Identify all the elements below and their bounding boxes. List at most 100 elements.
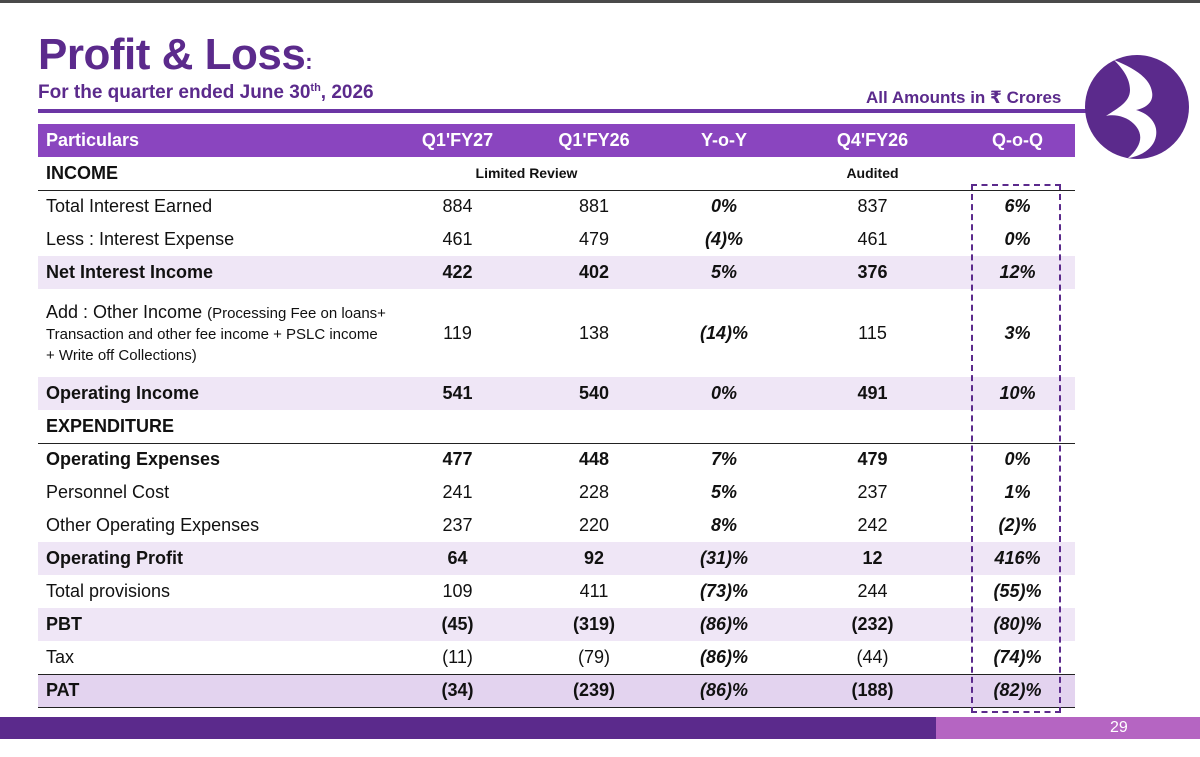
page-title: Profit & Loss: [38,30,313,79]
row-label: Total provisions [46,581,171,601]
table-row: Tax (11) (79) (86)% (44) (74)% [38,641,1075,674]
cell-q4fy26: 376 [785,256,960,289]
table-row: Add : Other Income (Processing Fee on lo… [38,289,1075,377]
cell-q4fy26: 244 [857,581,888,601]
cell-qoq: 6% [1004,196,1031,217]
bank-logo-icon [1085,55,1189,159]
column-header-particulars: Particulars [38,124,390,157]
cell-yoy: (73)% [699,581,748,601]
cell-q1fy27: 541 [390,377,525,410]
cell-q4fy26: 491 [785,377,960,410]
row-label: Personnel Cost [46,482,170,502]
cell-q4fy26: 12 [785,542,960,575]
cell-q1fy27: 109 [442,581,473,601]
cell-q1fy26: (79) [577,646,610,667]
cell-qoq: (74)% [993,646,1042,667]
row-label-main: Add : Other Income [46,301,203,322]
section-row-income: INCOME Limited Review Audited [38,157,1075,191]
cell-qoq: (80)% [960,608,1075,641]
table-row: PBT (45) (319) (86)% (232) (80)% [38,608,1075,641]
cell-q4fy26: 242 [857,515,888,535]
cell-q1fy27: 119 [443,322,472,343]
cell-qoq: (2)% [998,515,1037,535]
cell-q1fy26: 92 [525,542,663,575]
page-subtitle: For the quarter ended June 30th, 2026 [38,82,374,103]
amounts-note: All Amounts in ₹ Crores [866,88,1062,107]
section-label-income: INCOME [38,157,390,191]
row-label: Total Interest Earned [46,196,213,217]
table-header-row: Particulars Q1'FY27 Q1'FY26 Y-o-Y Q4'FY2… [38,124,1075,157]
cell-q1fy26: 448 [578,449,610,470]
footer-accent-bar [936,717,1200,739]
cell-qoq: (55)% [993,581,1042,601]
profit-loss-table: Particulars Q1'FY27 Q1'FY26 Y-o-Y Q4'FY2… [38,124,1075,708]
cell-q4fy26: 479 [857,449,888,470]
cell-qoq: 416% [960,542,1075,575]
cell-yoy: 5% [710,482,737,502]
cell-q4fy26: 115 [858,322,887,343]
cell-qoq: (82)% [960,673,1075,708]
cell-q1fy27: (45) [390,608,525,641]
cell-q1fy27: 422 [390,256,525,289]
cell-q1fy26: (319) [525,608,663,641]
row-label: Operating Profit [38,542,390,575]
audited-note: Audited [785,157,960,191]
cell-q1fy26: (239) [525,673,663,708]
cell-yoy: (31)% [663,542,785,575]
column-header-q1fy26: Q1'FY26 [525,124,663,157]
cell-q4fy26: (44) [856,646,889,667]
row-label: Operating Income [38,377,390,410]
section-row-expenditure: EXPENDITURE [38,410,1075,444]
header-rule [38,109,1088,113]
table-row: PAT (34) (239) (86)% (188) (82)% [38,673,1075,708]
cell-yoy: (86)% [699,646,748,667]
cell-yoy: 8% [710,515,737,535]
cell-yoy: (86)% [663,608,785,641]
footer-bar [0,717,936,739]
cell-q1fy26: 228 [578,482,610,502]
column-header-q1fy27: Q1'FY27 [390,124,525,157]
row-label: Net Interest Income [38,256,390,289]
cell-qoq: 10% [960,377,1075,410]
cell-q1fy26: 881 [578,196,610,217]
cell-yoy: (86)% [663,673,785,708]
row-label: Add : Other Income (Processing Fee on lo… [38,289,390,377]
cell-yoy: (4)% [704,229,743,249]
table-row: Personnel Cost 241 228 5% 237 1% [38,476,1075,509]
table-row: Other Operating Expenses 237 220 8% 242 … [38,509,1075,542]
cell-yoy: 5% [663,256,785,289]
cell-qoq: 0% [1004,449,1031,470]
cell-q4fy26: (232) [785,608,960,641]
cell-q1fy27: (11) [442,646,473,667]
cell-q1fy26: 138 [578,322,610,343]
cell-yoy: (14)% [699,322,748,343]
cell-yoy: 0% [710,196,737,217]
limited-review-note: Limited Review [390,157,663,191]
cell-q4fy26: 837 [857,196,888,217]
cell-qoq: 1% [1004,482,1031,502]
table-row: Total provisions 109 411 (73)% 244 (55)% [38,575,1075,608]
row-label: Operating Expenses [46,449,221,470]
cell-q1fy27: 237 [442,515,473,535]
column-header-qoq: Q-o-Q [960,124,1075,157]
table-row: Operating Income 541 540 0% 491 10% [38,377,1075,410]
cell-q1fy27: 477 [442,449,473,470]
page-number: 29 [1110,719,1128,736]
table-row: Operating Expenses 477 448 7% 479 0% [38,443,1075,476]
row-label: Less : Interest Expense [46,229,235,249]
cell-q4fy26: 461 [857,229,888,249]
column-header-q4fy26: Q4'FY26 [785,124,960,157]
cell-qoq: 12% [960,256,1075,289]
table-row: Total Interest Earned 884 881 0% 837 6% [38,190,1075,223]
cell-q1fy27: 461 [442,229,473,249]
cell-q4fy26: (188) [785,673,960,708]
cell-q4fy26: 237 [857,482,888,502]
cell-q1fy27: 64 [390,542,525,575]
cell-yoy: 7% [710,449,737,470]
section-label-expenditure: EXPENDITURE [38,410,390,444]
cell-q1fy26: 220 [578,515,610,535]
cell-q1fy27: 241 [442,482,473,502]
cell-qoq: 0% [1004,229,1031,249]
row-label: Tax [46,646,75,667]
table-row: Net Interest Income 422 402 5% 376 12% [38,256,1075,289]
